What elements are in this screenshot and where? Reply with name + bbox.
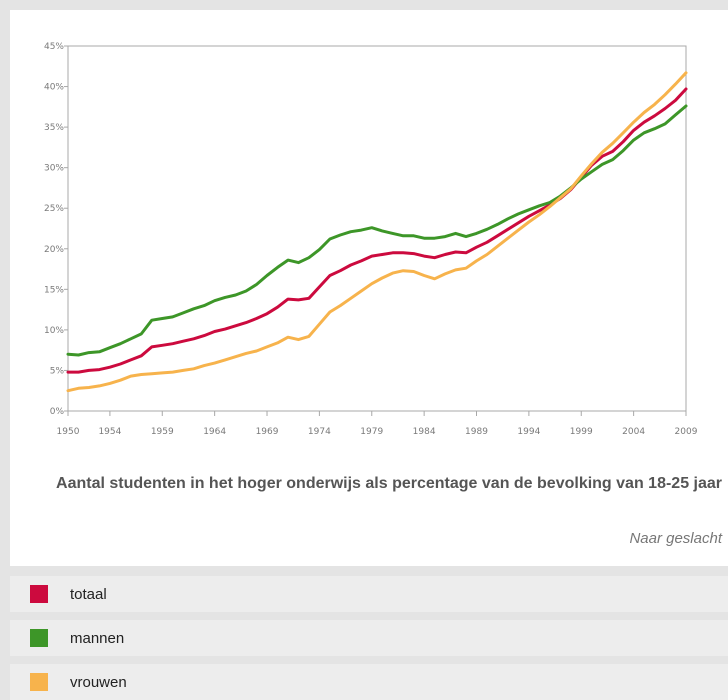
legend-swatch-totaal	[30, 585, 48, 603]
legend-swatch-vrouwen	[30, 673, 48, 691]
y-tick-label: 10%	[44, 326, 64, 336]
y-tick-label: 0%	[50, 407, 65, 417]
chart-panel: 0% 5% 10% 15% 20% 25% 30% 35% 40% 45% 1950 1954 195…	[10, 10, 728, 566]
y-tick-label: 30%	[44, 164, 64, 174]
x-tick-label: 1950	[57, 427, 80, 437]
legend-item-totaal: totaal	[10, 576, 728, 612]
chart-subtitle: Naar geslacht	[629, 530, 722, 547]
y-tick-label: 40%	[44, 83, 64, 93]
x-tick-label: 1969	[256, 427, 279, 437]
y-tick-label: 20%	[44, 245, 64, 255]
x-tick-label: 1979	[360, 427, 383, 437]
x-tick-label: 1984	[413, 427, 436, 437]
chart-title: Aantal studenten in het hoger onderwijs …	[56, 475, 722, 492]
y-tick-label: 45%	[44, 42, 64, 52]
series-line-vrouwen	[66, 71, 688, 393]
x-tick-label: 1989	[465, 427, 488, 437]
line-chart: 0%5%10%15%20%25%30%35%40%45% 1950 1954 195…	[44, 42, 698, 437]
x-tick-label: 1964	[203, 427, 226, 437]
x-tick-label: 1994	[517, 427, 540, 437]
y-tick-label: 5%	[50, 366, 65, 376]
y-tick-label: 25%	[44, 204, 64, 214]
y-tick-label: 35%	[44, 123, 64, 133]
x-tick-label: 1974	[308, 427, 331, 437]
legend-swatch-mannen	[30, 629, 48, 647]
x-tick-label: 1954	[98, 427, 121, 437]
y-tick-label: 15%	[44, 285, 64, 295]
x-tick-label: 2004	[622, 427, 645, 437]
legend-label-vrouwen: vrouwen	[70, 673, 127, 691]
legend-item-mannen: mannen	[10, 620, 728, 656]
legend-label-totaal: totaal	[70, 585, 107, 603]
legend-label-mannen: mannen	[70, 629, 125, 647]
y-axis: 0% 5% 10% 15% 20% 25% 30% 35% 40% 45%	[44, 42, 68, 417]
x-tick-label: 1999	[570, 427, 593, 437]
plot-area-frame	[67, 45, 687, 412]
x-tick-label: 1959	[151, 427, 174, 437]
x-axis: 1950 1954 1959 1964 1969 1974 1979 1984 1989 1994…	[57, 411, 698, 437]
series-lines	[66, 71, 688, 393]
series-line-mannen	[66, 104, 688, 357]
x-tick-label: 2009	[675, 427, 698, 437]
legend-item-vrouwen: vrouwen	[10, 664, 728, 700]
